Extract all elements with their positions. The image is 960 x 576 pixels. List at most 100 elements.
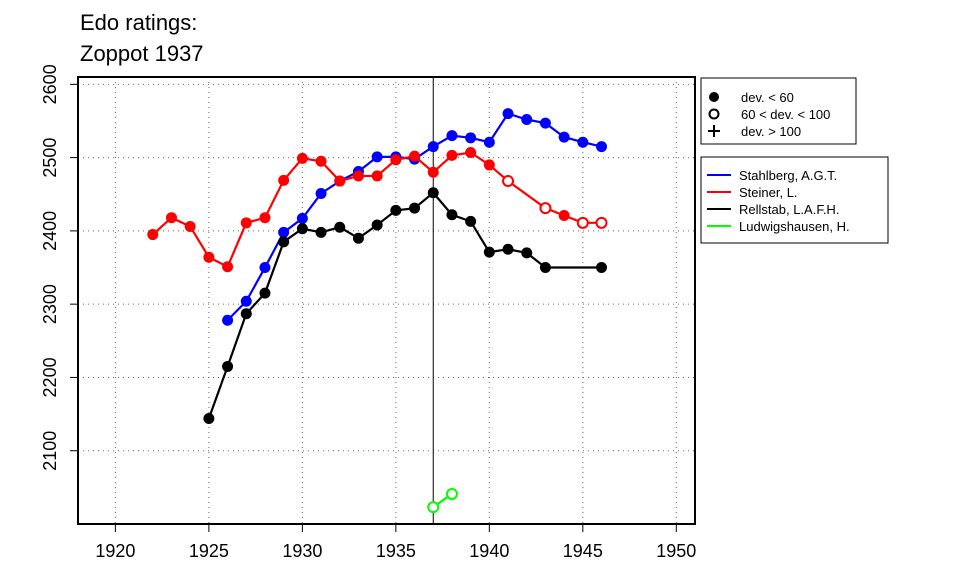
data-point-open [539,202,552,215]
series-legend-label: Steiner, L. [739,185,798,200]
series-line [152,151,602,269]
data-point [502,243,514,255]
marker-legend-label: dev. < 60 [741,90,794,105]
filled-circle-icon [709,92,719,102]
data-point [240,217,252,229]
series-legend: Stahlberg, A.G.T. Steiner, L. Rellstab, L.… [700,156,889,244]
data-point-open [445,487,458,500]
x-tick-label: 1930 [282,541,322,561]
plot-frame [77,76,696,525]
data-point [296,223,308,235]
data-point [222,314,234,326]
data-point [371,170,383,182]
marker-legend-label: 60 < dev. < 100 [741,107,830,122]
series-line [207,191,602,419]
data-point [446,209,458,221]
data-point [259,287,271,299]
data-point-open [502,175,515,188]
data-point [596,141,608,153]
series-steiner-l [147,146,608,273]
data-point [147,229,159,241]
data-point [577,136,589,148]
marker-legend-label: dev. > 100 [741,124,801,139]
data-point [296,152,308,164]
data-point [315,188,327,200]
data-point [296,212,308,224]
series-legend-label: Stahlberg, A.G.T. [739,168,837,183]
data-point [446,149,458,161]
data-point [483,136,495,148]
data-point [278,174,290,186]
data-point [334,221,346,233]
data-point [352,170,364,182]
marker-legend: dev. < 60 60 < dev. < 100 dev. > 100 [700,77,857,145]
plus-icon [708,125,720,137]
data-point [203,251,215,263]
data-point [465,215,477,227]
data-point [521,114,533,126]
data-point [240,308,252,320]
data-point [222,261,234,273]
y-tick-label: 2600 [40,64,60,104]
series-legend-label: Ludwigshausen, H. [739,219,850,234]
data-point [184,220,196,232]
data-point [483,159,495,171]
series-legend-label: Rellstab, L.A.F.H. [739,202,839,217]
series-group [147,108,608,514]
data-point [240,295,252,307]
data-point-open [427,501,440,514]
axes: 1920 1925 1930 1935 1940 1945 1950 2100 2200 2300… [40,64,696,561]
x-tick-label: 1950 [656,541,696,561]
data-point [390,154,402,166]
x-tick-label: 1925 [189,541,229,561]
data-point [465,132,477,144]
data-point [558,131,570,143]
data-point [315,226,327,238]
data-point [371,219,383,231]
data-point [465,146,477,158]
data-point [427,141,439,153]
data-point [521,247,533,259]
data-point [539,117,551,129]
x-tick-label: 1920 [95,541,135,561]
data-point [596,262,608,274]
data-point [409,150,421,162]
data-point [352,232,364,244]
data-point [315,155,327,167]
data-point [539,262,551,274]
x-tick-label: 1935 [376,541,416,561]
y-tick-label: 2100 [40,431,60,471]
series-ludwigshausen-h [427,487,458,514]
data-point [446,130,458,142]
data-point [203,412,215,424]
open-circle-icon [708,108,720,120]
data-point [502,108,514,120]
data-point [278,236,290,248]
data-point-open [595,216,608,229]
chart-title-line-2: Zoppot 1937 [80,41,204,66]
data-point [259,212,271,224]
series-legend-box [700,156,889,244]
data-point [558,209,570,221]
x-tick-label: 1940 [469,541,509,561]
data-point [409,202,421,214]
data-point [259,262,271,274]
data-point [278,226,290,238]
data-point [427,166,439,178]
data-point-open [576,216,589,229]
y-tick-label: 2300 [40,284,60,324]
y-tick-label: 2500 [40,138,60,178]
data-point [222,360,234,372]
data-point [427,187,439,199]
chart-title-line-1: Edo ratings: [80,10,197,35]
data-point [334,175,346,187]
x-tick-label: 1945 [563,541,603,561]
series-line [226,112,602,322]
data-point [390,204,402,216]
series-stahlberg-a-g-t [222,108,608,326]
data-point [483,246,495,258]
y-tick-label: 2400 [40,211,60,251]
series-rellstab-l-a-f-h [203,187,608,424]
y-tick-label: 2200 [40,357,60,397]
